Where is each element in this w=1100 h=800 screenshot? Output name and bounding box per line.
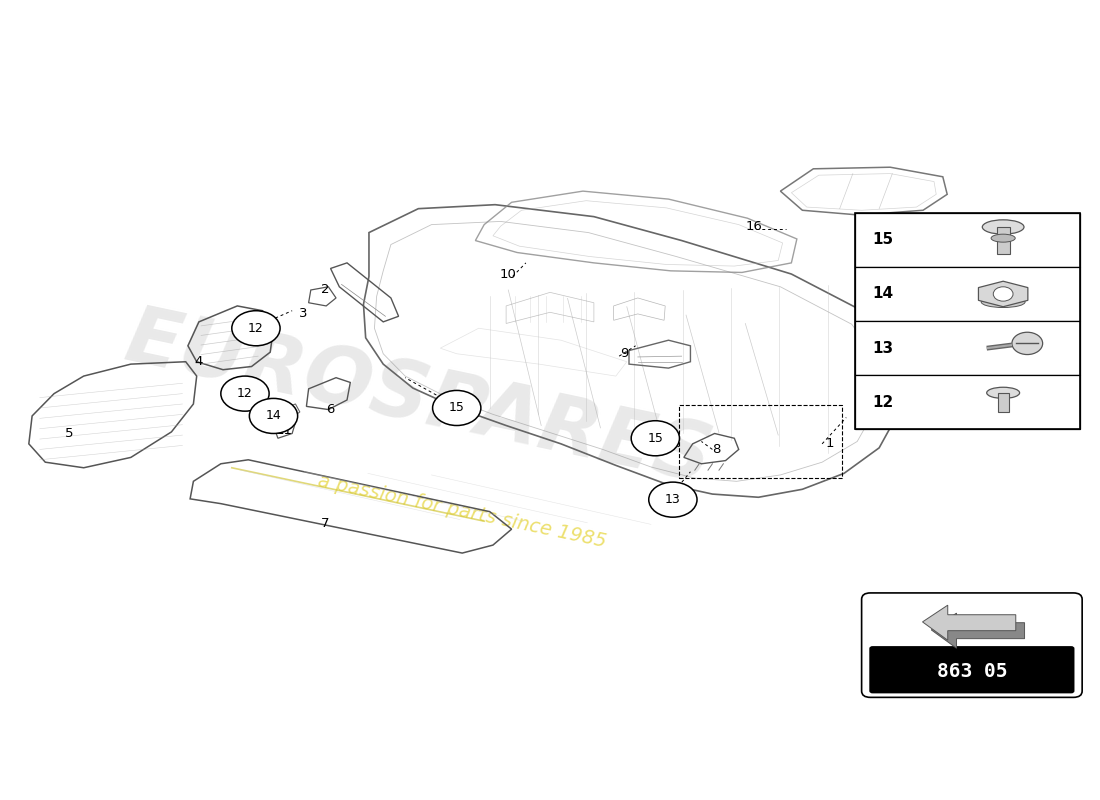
Bar xyxy=(855,321,1080,375)
Text: a passion for parts since 1985: a passion for parts since 1985 xyxy=(316,472,608,551)
Text: 13: 13 xyxy=(666,493,681,506)
Bar xyxy=(680,405,842,478)
FancyBboxPatch shape xyxy=(869,646,1075,694)
Bar xyxy=(870,653,1074,691)
FancyBboxPatch shape xyxy=(861,593,1082,698)
Text: 1: 1 xyxy=(825,438,834,450)
Ellipse shape xyxy=(991,234,1015,242)
Text: 12: 12 xyxy=(238,387,253,400)
Text: 10: 10 xyxy=(499,267,517,281)
Ellipse shape xyxy=(982,220,1024,234)
Ellipse shape xyxy=(981,296,1025,307)
Text: 11: 11 xyxy=(276,424,293,437)
Text: 7: 7 xyxy=(321,517,329,530)
Bar xyxy=(855,213,1080,430)
Text: 863 05: 863 05 xyxy=(936,662,1008,682)
Circle shape xyxy=(631,421,680,456)
Bar xyxy=(855,213,1080,267)
Text: 12: 12 xyxy=(249,322,264,334)
Circle shape xyxy=(250,398,298,434)
Polygon shape xyxy=(923,605,1015,640)
Text: 8: 8 xyxy=(713,443,721,456)
Bar xyxy=(998,393,1009,412)
Bar xyxy=(855,267,1080,321)
Circle shape xyxy=(1012,332,1043,354)
Circle shape xyxy=(432,390,481,426)
Polygon shape xyxy=(978,282,1027,306)
Text: 9: 9 xyxy=(620,347,629,360)
Text: 2: 2 xyxy=(321,283,329,297)
Polygon shape xyxy=(932,613,1024,648)
Text: 5: 5 xyxy=(65,427,74,440)
Text: 4: 4 xyxy=(195,355,204,368)
Text: 15: 15 xyxy=(449,402,464,414)
Text: 14: 14 xyxy=(265,410,282,422)
Text: 16: 16 xyxy=(746,220,762,233)
Circle shape xyxy=(649,482,697,517)
Text: 6: 6 xyxy=(327,403,334,416)
Ellipse shape xyxy=(987,387,1020,398)
Text: 15: 15 xyxy=(872,232,893,247)
Text: 12: 12 xyxy=(872,395,893,410)
Text: 15: 15 xyxy=(648,432,663,445)
Text: 13: 13 xyxy=(872,341,893,356)
Text: 3: 3 xyxy=(299,307,307,321)
Circle shape xyxy=(232,310,280,346)
Text: 14: 14 xyxy=(872,286,893,302)
Circle shape xyxy=(993,286,1013,301)
Text: EUROSPARES: EUROSPARES xyxy=(118,300,718,500)
Bar xyxy=(855,375,1080,430)
Bar xyxy=(997,227,1010,254)
Circle shape xyxy=(221,376,270,411)
